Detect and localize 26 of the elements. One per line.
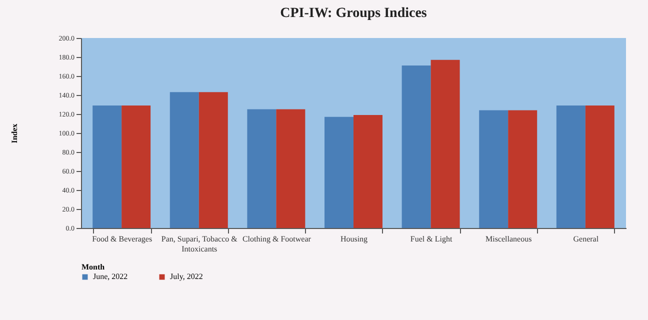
bar bbox=[354, 114, 382, 228]
legend-label: June, 2022 bbox=[93, 272, 128, 281]
legend-label: July, 2022 bbox=[170, 272, 203, 281]
bar bbox=[508, 110, 538, 228]
bar bbox=[479, 110, 508, 228]
bar bbox=[92, 105, 122, 228]
bar bbox=[324, 116, 354, 228]
bar bbox=[430, 60, 460, 228]
x-tick-label: Food & Beverages bbox=[92, 234, 152, 244]
bar bbox=[585, 105, 614, 228]
x-tick-label: Housing bbox=[340, 234, 368, 244]
bar bbox=[170, 92, 199, 228]
bar bbox=[122, 105, 151, 228]
chart-title: CPI-IW: Groups Indices bbox=[280, 6, 428, 21]
x-tick-label: General bbox=[573, 234, 600, 244]
x-axis-title: Month bbox=[82, 262, 106, 272]
x-tick-label: Fuel & Light bbox=[410, 234, 453, 244]
x-tick-label: Pan, Supari, Tobacco & Intoxicants bbox=[161, 234, 238, 254]
bar bbox=[276, 109, 306, 228]
bar bbox=[402, 66, 431, 228]
bar bbox=[247, 109, 276, 228]
x-tick-label: Clothing & Footwear bbox=[242, 234, 312, 244]
bar bbox=[198, 92, 228, 228]
x-tick-label: Miscellaneous bbox=[486, 234, 532, 244]
bar bbox=[556, 105, 586, 228]
y-axis-title: Index bbox=[10, 124, 19, 144]
